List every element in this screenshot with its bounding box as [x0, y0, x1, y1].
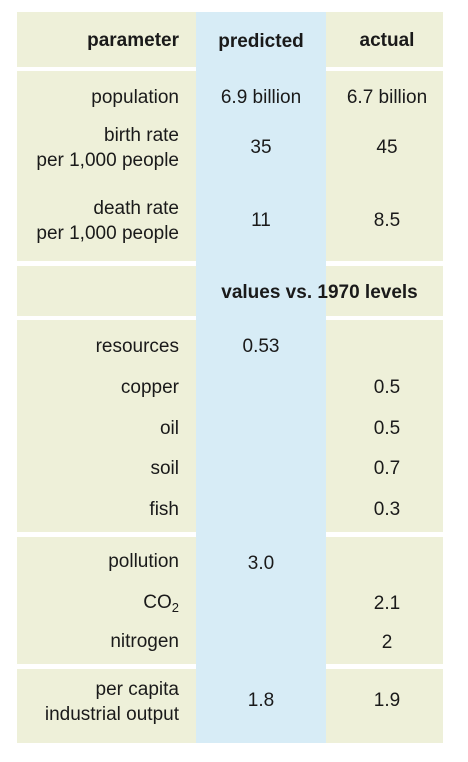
co2-label-subscript: 2: [171, 600, 179, 615]
soil-label: soil: [150, 458, 179, 479]
birth-rate-predicted: 35: [250, 137, 272, 158]
pollution-label: pollution: [108, 551, 179, 572]
copper-actual: 0.5: [373, 377, 401, 398]
soil-actual: 0.7: [373, 458, 401, 479]
nitrogen-label: nitrogen: [110, 631, 179, 652]
population-predicted: 6.9 billion: [220, 87, 302, 108]
resources-label: resources: [95, 336, 179, 357]
copper-label: copper: [120, 377, 179, 398]
oil-actual: 0.5: [373, 418, 401, 439]
death-rate-actual: 8.5: [373, 210, 401, 231]
industrial-output-label-line1: per capita: [95, 679, 179, 700]
birth-rate-label-line2: per 1,000 people: [36, 150, 179, 171]
co2-actual: 2.1: [373, 593, 401, 614]
industrial-output-label-line2: industrial output: [44, 704, 179, 725]
oil-label: oil: [159, 418, 179, 439]
header-predicted: predicted: [218, 31, 304, 52]
section-header: values vs. 1970 levels: [221, 282, 418, 303]
fish-label: fish: [149, 499, 179, 520]
resources-predicted: 0.53: [242, 336, 280, 357]
nitrogen-actual: 2: [381, 632, 393, 653]
birth-rate-label: birth rate per 1,000 people: [36, 123, 179, 173]
co2-label-main: CO: [143, 592, 172, 613]
population-label: population: [91, 87, 179, 108]
industrial-output-actual: 1.9: [373, 690, 401, 711]
death-rate-predicted: 11: [251, 210, 271, 231]
birth-rate-label-line1: birth rate: [104, 125, 179, 146]
header-actual: actual: [359, 30, 415, 51]
death-rate-label: death rate per 1,000 people: [36, 196, 179, 246]
death-rate-label-line2: per 1,000 people: [36, 223, 179, 244]
death-rate-label-line1: death rate: [93, 198, 179, 219]
co2-label: CO2: [143, 591, 179, 615]
industrial-output-predicted: 1.8: [247, 690, 275, 711]
birth-rate-actual: 45: [376, 137, 398, 158]
industrial-output-label: per capita industrial output: [45, 677, 179, 727]
pollution-predicted: 3.0: [247, 553, 275, 574]
population-actual: 6.7 billion: [346, 87, 428, 108]
predicted-column-highlight: [196, 12, 326, 743]
header-parameter: parameter: [87, 30, 179, 51]
fish-actual: 0.3: [373, 499, 401, 520]
